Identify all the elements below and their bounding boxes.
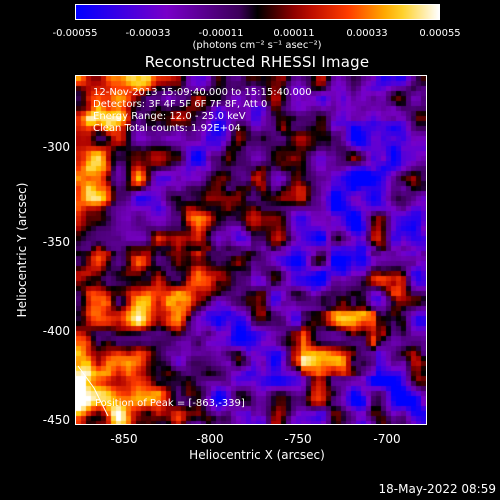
x-tick-label: -800 [196,432,224,446]
colorbar-tick: -0.00011 [198,28,244,39]
colorbar-tick: -0.00033 [125,28,171,39]
colorbar-units: (photons cm⁻² s⁻¹ asec⁻²) [192,40,322,51]
x-tick-label: -700 [373,432,401,446]
y-tick-label: -350 [42,235,70,249]
plot-title: Reconstructed RHESSI Image [144,53,370,71]
y-tick-label: -400 [42,324,70,338]
colorbar-tick: 0.00055 [419,28,461,39]
colorbar-tick: -0.00055 [52,28,98,39]
colorbar-tick: 0.00033 [346,28,388,39]
heatmap-plot [75,75,427,425]
info-detectors: Detectors: 3F 4F 5F 6F 7F 8F, Att 0 [93,99,268,110]
colorbar [75,4,440,20]
x-axis-label: Heliocentric X (arcsec) [189,448,325,462]
timestamp-footer: 18-May-2022 08:59 [378,482,496,496]
info-time-range: 12-Nov-2013 15:09:40.000 to 15:15:40.000 [93,87,312,98]
contour-line [77,365,109,417]
y-tick-label: -450 [42,413,70,427]
x-tick-label: -850 [110,432,138,446]
info-counts: Clean Total counts: 1.92E+04 [93,123,241,134]
info-peak: Position of Peak = [-863,-339] [95,398,245,409]
x-tick-label: -750 [284,432,312,446]
colorbar-tick: 0.00011 [273,28,315,39]
contour-line-path [77,365,109,417]
y-tick-label: -300 [42,140,70,154]
y-axis-label: Heliocentric Y (arcsec) [15,182,29,318]
heatmap-image [76,76,426,424]
info-energy-range: Energy Range: 12.0 - 25.0 keV [93,111,246,122]
